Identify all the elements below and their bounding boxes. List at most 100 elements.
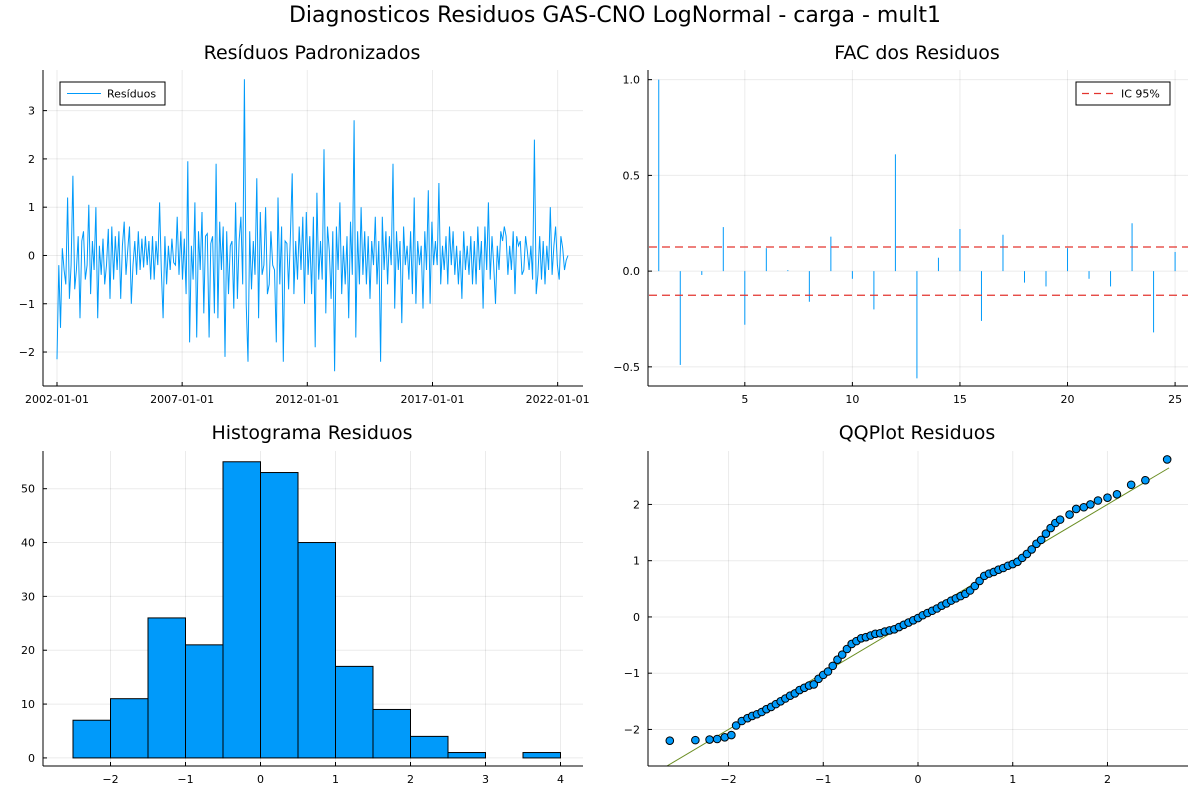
qq-point: [837, 650, 847, 659]
histogram-bar: [260, 472, 299, 759]
x-tick-label: 2012-01-01: [275, 393, 339, 406]
y-tick-label: 0: [633, 611, 640, 624]
y-tick-label: 50: [21, 483, 35, 496]
y-tick-label: 10: [21, 698, 35, 711]
x-tick-label: 20: [1061, 393, 1075, 406]
y-tick-label: 1.0: [623, 74, 641, 87]
x-tick-label: 0: [915, 773, 922, 786]
histogram-bar: [147, 617, 186, 759]
qq-point: [1103, 493, 1112, 502]
qqplot-panel: QQPlot Residuos −2 −1 0 1 2 −2 −1 0 1 2: [624, 422, 1188, 786]
x-tick-label: −2: [102, 773, 118, 786]
qqplot-axes: −2 −1 0 1 2 −2 −1 0 1 2: [624, 451, 1188, 786]
y-tick-label: 2: [28, 153, 35, 166]
qq-point: [1065, 510, 1074, 519]
qq-point: [1126, 480, 1136, 490]
qq-point: [1141, 475, 1150, 485]
y-tick-label: −1: [624, 667, 640, 680]
acf-grid: [648, 70, 1188, 386]
histogram-title: Histograma Residuos: [211, 422, 412, 444]
qq-point: [1027, 545, 1036, 554]
histogram-series: [72, 461, 561, 759]
histogram-bar: [372, 708, 411, 759]
residuals-axes: 2002-01-01 2007-01-01 2012-01-01 2017-01-01…: [19, 70, 590, 406]
y-tick-label: 3: [28, 105, 35, 118]
acf-axes: 5 10 15 20 25 −0.5 0.0 0.5 1.0: [613, 70, 1188, 406]
qq-point: [1041, 529, 1051, 538]
histogram-bar: [72, 719, 111, 759]
legend-label: Resíduos: [107, 88, 156, 101]
x-tick-label: 2007-01-01: [150, 393, 214, 406]
x-tick-label: 3: [482, 773, 489, 786]
acf-series: [649, 79, 1188, 379]
y-tick-label: −2: [624, 723, 640, 736]
residuals-title: Resíduos Padronizados: [204, 42, 421, 64]
y-tick-label: 1: [633, 555, 640, 568]
histogram-bar: [222, 461, 261, 759]
histogram-bar: [447, 752, 486, 759]
y-tick-label: 30: [21, 590, 35, 603]
x-tick-label: 0: [257, 773, 264, 786]
legend-box: [59, 81, 166, 106]
residuals-legend: Resíduos: [59, 81, 166, 106]
acf-title: FAC dos Residuos: [834, 42, 1000, 64]
y-tick-label: −1: [19, 298, 35, 311]
x-tick-label: 15: [953, 393, 967, 406]
x-tick-label: 25: [1168, 393, 1182, 406]
histogram-bar: [522, 752, 561, 759]
x-tick-label: 10: [845, 393, 859, 406]
y-tick-label: 0: [28, 752, 35, 765]
qq-point: [665, 736, 675, 745]
x-tick-label: 2002-01-01: [25, 393, 89, 406]
x-tick-label: 1: [332, 773, 339, 786]
qq-point: [705, 735, 714, 744]
x-tick-label: −1: [177, 773, 193, 786]
qq-point: [1071, 504, 1081, 514]
y-tick-label: 20: [21, 644, 35, 657]
x-tick-label: 2017-01-01: [401, 393, 465, 406]
x-tick-label: 5: [741, 393, 748, 406]
x-tick-label: 2: [1104, 773, 1111, 786]
acf-panel: FAC dos Residuos 5 10 15 20 25−0.50.00.51.0 …: [613, 42, 1188, 406]
qq-point: [727, 730, 736, 740]
qq-point: [828, 661, 838, 671]
residuals-grid: [43, 70, 583, 386]
legend-label: IC 95%: [1121, 88, 1160, 101]
x-tick-label: 2: [407, 773, 414, 786]
y-tick-label: 0: [28, 249, 35, 262]
histogram-bar: [185, 644, 224, 759]
qq-point: [823, 667, 833, 676]
qq-point: [691, 735, 700, 745]
figure-title: Diagnosticos Residuos GAS-CNO LogNormal …: [289, 3, 941, 28]
qq-point: [1093, 496, 1103, 505]
acf-legend: IC 95%: [1075, 81, 1171, 106]
y-tick-label: 0.0: [623, 265, 641, 278]
qq-point: [1112, 490, 1122, 499]
qq-point: [809, 680, 819, 689]
x-tick-label: −1: [815, 773, 831, 786]
x-tick-label: 4: [557, 773, 564, 786]
residuals-panel: Resíduos Padronizados 2002-01-01 2007-01-…: [19, 42, 590, 406]
histogram-bar: [110, 698, 149, 759]
histogram-bar: [335, 665, 374, 759]
qqplot-series: [665, 455, 1172, 767]
y-tick-label: −0.5: [613, 361, 640, 374]
legend-box: [1075, 81, 1171, 106]
y-tick-label: −2: [19, 346, 35, 359]
qq-point: [1036, 535, 1046, 545]
y-tick-label: 0.5: [623, 169, 641, 182]
y-tick-label: 2: [633, 498, 640, 511]
x-tick-label: 2022-01-01: [526, 393, 590, 406]
histogram-bar: [410, 735, 449, 759]
y-tick-label: 40: [21, 537, 35, 550]
qq-point: [731, 721, 741, 730]
x-tick-label: 1: [1009, 773, 1016, 786]
x-tick-label: −2: [720, 773, 736, 786]
y-tick-label: 1: [28, 201, 35, 214]
qqplot-title: QQPlot Residuos: [839, 422, 996, 444]
qq-point: [712, 734, 722, 744]
residuals-line: [56, 79, 569, 372]
